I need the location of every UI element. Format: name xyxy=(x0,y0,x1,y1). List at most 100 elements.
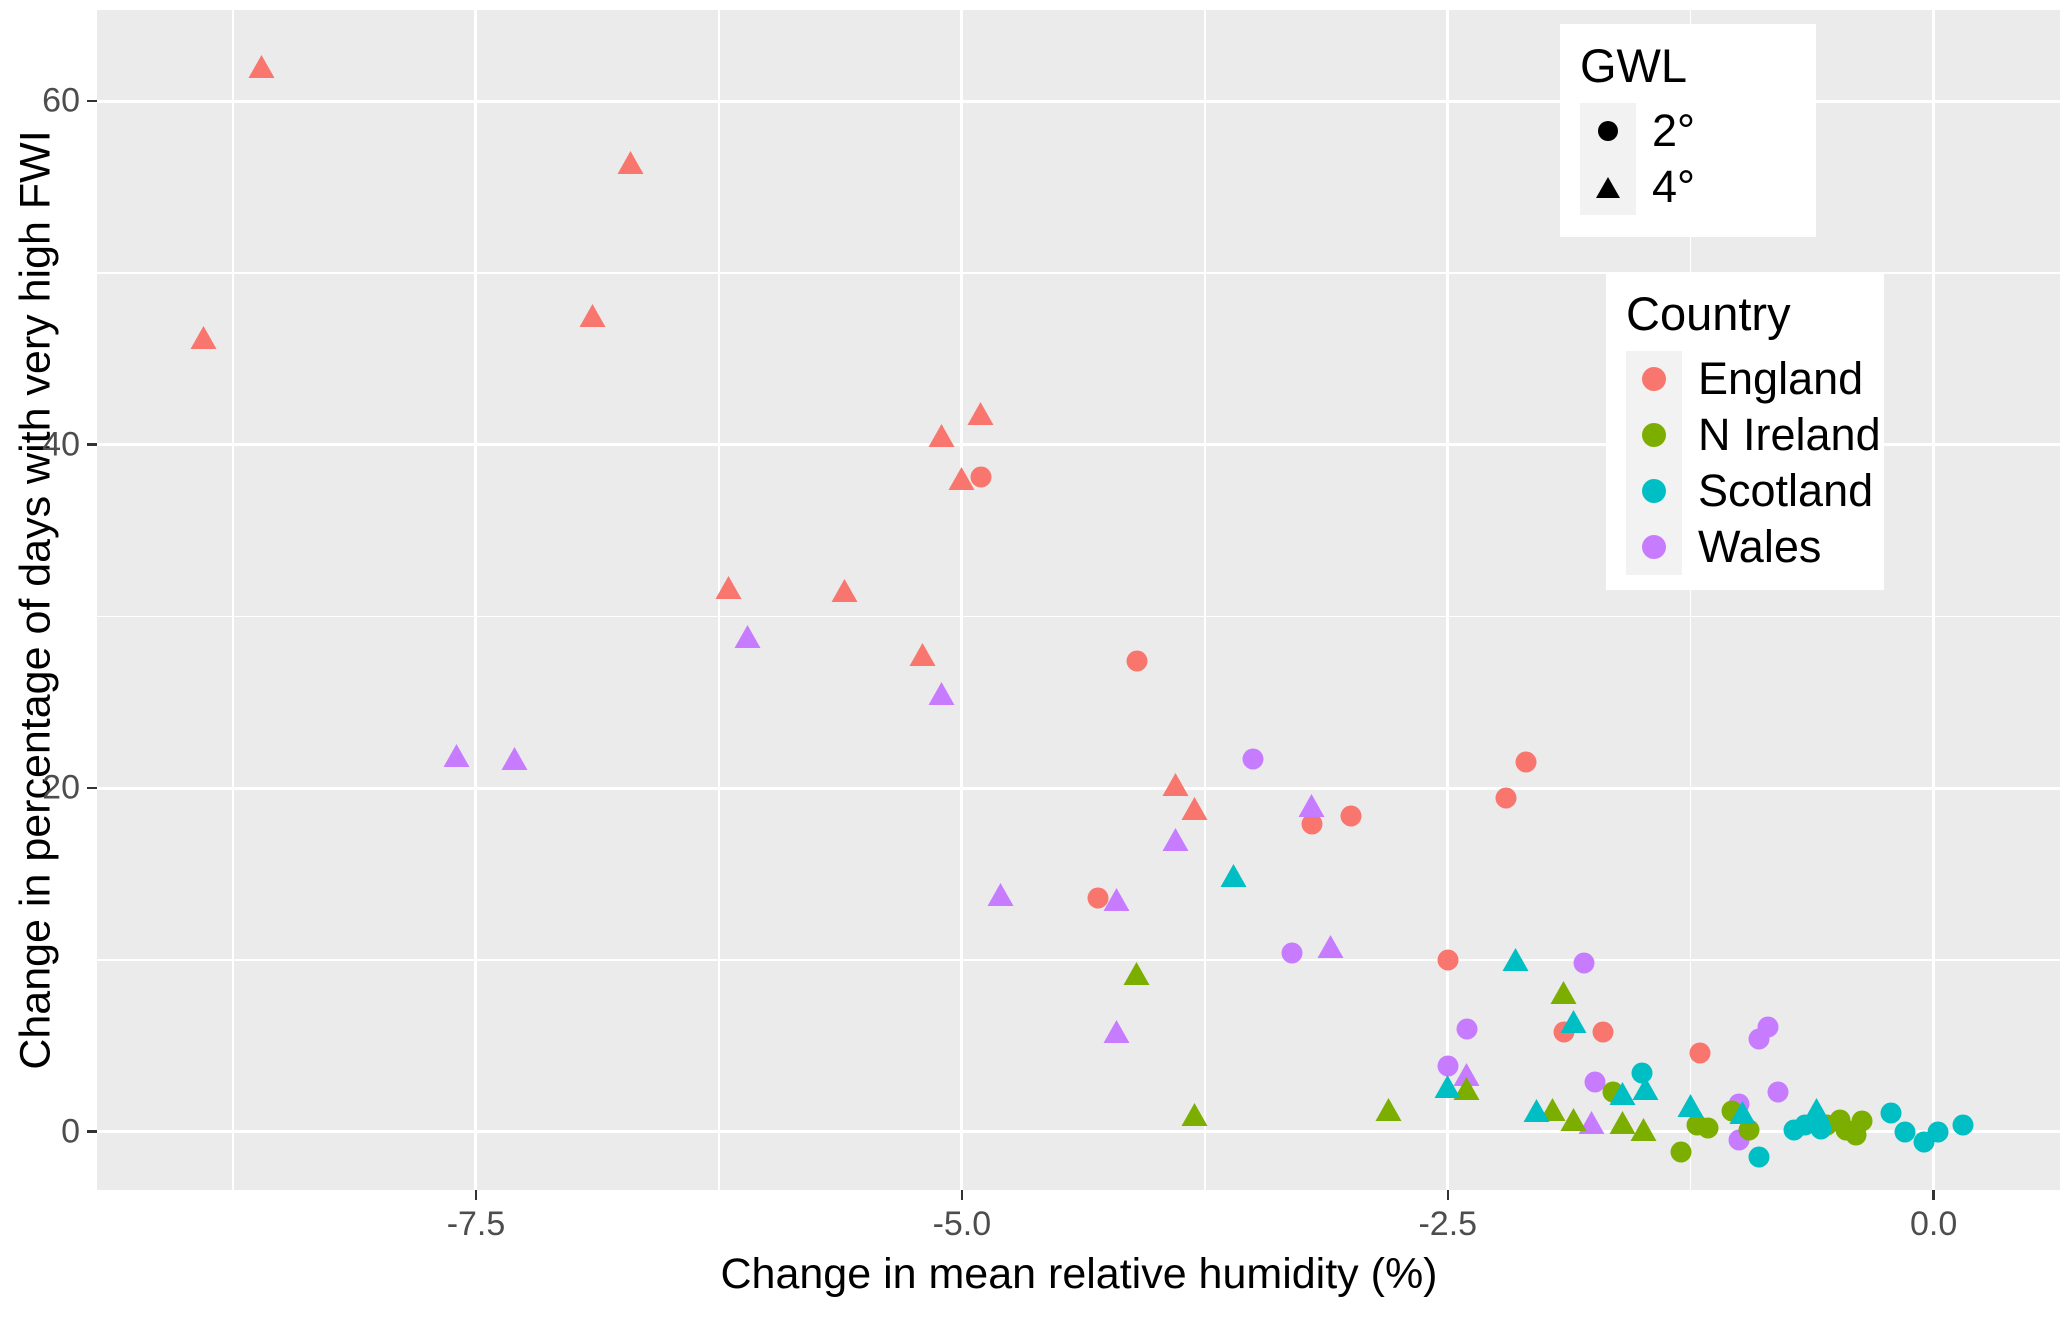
legend-gwl: GWL 2° 4° xyxy=(1560,24,1816,237)
gwl-triangle-icon xyxy=(1596,176,1620,198)
data-point-wales-4deg xyxy=(1162,828,1189,852)
data-point-scotland-4deg xyxy=(1502,948,1529,972)
gridline-x-minor xyxy=(1689,10,1692,1190)
data-point-england-4deg xyxy=(190,326,217,350)
data-point-wales-4deg xyxy=(928,682,955,706)
legend-gwl-label: 4° xyxy=(1652,161,1696,212)
legend-country: Country England N Ireland Scotland Wales xyxy=(1606,272,1884,590)
x-tick-label: -2.5 xyxy=(1418,1205,1478,1243)
gwl-circle-icon xyxy=(1598,121,1618,141)
data-point-scotland-2deg xyxy=(1952,1114,1974,1136)
y-tick-mark xyxy=(87,786,97,790)
scotland-swatch-icon xyxy=(1642,479,1666,503)
legend-country-label: N Ireland xyxy=(1698,409,1881,460)
data-point-england-2deg xyxy=(1689,1042,1711,1064)
wales-swatch-icon xyxy=(1642,535,1666,559)
data-point-england-4deg xyxy=(928,424,955,448)
data-point-wales-2deg xyxy=(1437,1055,1459,1077)
data-point-england-4deg xyxy=(831,578,858,602)
x-tick-label: 0.0 xyxy=(1910,1205,1958,1243)
data-point-scotland-2deg xyxy=(1810,1118,1832,1140)
data-point-scotland-2deg xyxy=(1748,1146,1770,1168)
legend-country-title: Country xyxy=(1626,287,1791,340)
legend-country-item-n-ireland: N Ireland xyxy=(1626,407,1884,463)
y-tick-label: 40 xyxy=(42,424,80,463)
legend-gwl-item-4deg: 4° xyxy=(1580,159,1816,215)
data-point-n-ireland-4deg xyxy=(1630,1118,1657,1142)
gridline-x-minor xyxy=(718,10,720,1190)
n-ireland-swatch-icon xyxy=(1642,423,1666,447)
data-point-wales-4deg xyxy=(443,743,470,767)
data-point-wales-4deg xyxy=(987,883,1014,906)
data-point-england-2deg xyxy=(1301,813,1323,835)
data-point-wales-4deg xyxy=(501,747,528,771)
data-point-england-4deg xyxy=(909,642,936,666)
y-tick-mark xyxy=(87,99,97,103)
gridline-y-minor xyxy=(97,272,2060,274)
data-point-n-ireland-4deg xyxy=(1550,980,1577,1004)
gridline-y-major xyxy=(97,786,2060,790)
data-point-wales-2deg xyxy=(1456,1018,1478,1040)
gridline-y-minor xyxy=(97,615,2060,618)
y-tick-mark xyxy=(87,1130,97,1133)
data-point-n-ireland-2deg xyxy=(1670,1141,1692,1163)
data-point-scotland-2deg xyxy=(1631,1062,1653,1084)
data-point-england-2deg xyxy=(1515,751,1537,773)
legend-country-item-scotland: Scotland xyxy=(1626,463,1884,519)
legend-country-label: Scotland xyxy=(1698,465,1874,516)
data-point-england-2deg xyxy=(1495,787,1517,809)
x-axis-title: Change in mean relative humidity (%) xyxy=(720,1250,1438,1298)
x-tick-mark xyxy=(1446,1190,1450,1200)
gridline-x-minor xyxy=(1204,10,1206,1190)
y-tick-label: 20 xyxy=(42,768,80,807)
data-point-england-2deg xyxy=(1087,887,1109,909)
legend-key xyxy=(1626,407,1682,463)
x-tick-label: -7.5 xyxy=(446,1205,506,1243)
data-point-wales-4deg xyxy=(1298,793,1325,817)
legend-gwl-label: 2° xyxy=(1652,105,1696,156)
data-point-england-4deg xyxy=(1181,797,1208,821)
legend-key xyxy=(1626,463,1682,519)
england-swatch-icon xyxy=(1642,367,1666,391)
data-point-england-4deg xyxy=(1162,773,1189,797)
legend-key xyxy=(1626,519,1682,575)
data-point-scotland-4deg xyxy=(1609,1082,1636,1106)
data-point-wales-2deg xyxy=(1281,942,1303,964)
data-point-wales-2deg xyxy=(1573,952,1595,974)
data-point-england-4deg xyxy=(948,467,975,491)
legend-country-item-wales: Wales xyxy=(1626,519,1884,575)
y-tick-label: 0 xyxy=(61,1111,80,1150)
x-tick-mark xyxy=(960,1190,964,1200)
data-point-wales-2deg xyxy=(1757,1016,1779,1038)
data-point-england-2deg xyxy=(1126,650,1148,672)
data-point-wales-4deg xyxy=(1317,934,1344,958)
data-point-scotland-2deg xyxy=(1880,1102,1902,1124)
gridline-x-major xyxy=(960,10,964,1190)
gridline-y-minor xyxy=(97,959,2060,961)
x-tick-label: -5.0 xyxy=(932,1205,992,1243)
data-point-scotland-2deg xyxy=(1927,1121,1949,1143)
gridline-y-major xyxy=(97,1130,2060,1134)
data-point-england-4deg xyxy=(579,304,606,328)
legend-key xyxy=(1580,159,1636,215)
y-tick-label: 60 xyxy=(42,81,80,120)
data-point-england-4deg xyxy=(715,575,742,599)
legend-key xyxy=(1580,103,1636,159)
data-point-n-ireland-4deg xyxy=(1123,962,1150,986)
data-point-n-ireland-4deg xyxy=(1375,1097,1402,1121)
data-point-england-4deg xyxy=(967,402,994,426)
data-point-england-2deg xyxy=(1592,1021,1614,1043)
data-point-england-2deg xyxy=(970,466,992,488)
gridline-x-minor xyxy=(232,10,234,1190)
data-point-scotland-4deg xyxy=(1560,1010,1587,1034)
data-point-n-ireland-4deg xyxy=(1181,1102,1208,1126)
data-point-n-ireland-2deg xyxy=(1851,1110,1873,1132)
data-point-wales-4deg xyxy=(734,625,761,649)
legend-country-item-england: England xyxy=(1626,351,1884,407)
gridline-x-major xyxy=(1446,10,1450,1190)
data-point-england-4deg xyxy=(617,151,644,175)
legend-country-label: England xyxy=(1698,353,1864,404)
data-point-n-ireland-2deg xyxy=(1697,1117,1719,1139)
data-point-scotland-4deg xyxy=(1220,864,1247,888)
data-point-scotland-4deg xyxy=(1677,1094,1704,1118)
